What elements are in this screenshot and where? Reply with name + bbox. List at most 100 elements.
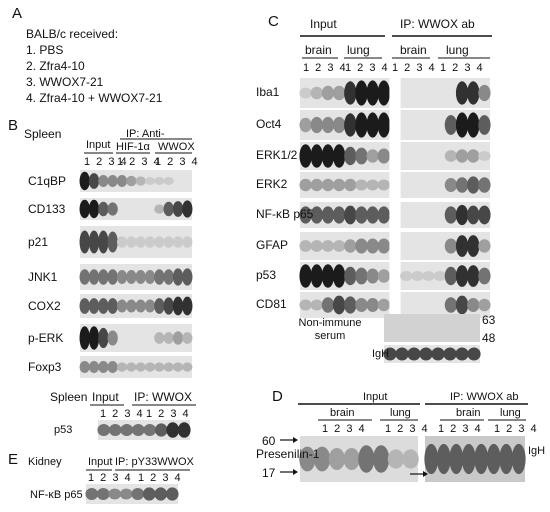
blot-band xyxy=(467,235,480,257)
header: Input xyxy=(86,139,111,151)
blot-band xyxy=(332,264,346,288)
blot-band xyxy=(154,236,165,248)
blot-band xyxy=(455,235,469,257)
row-label: Iba1 xyxy=(256,85,280,99)
row-label: Presenilin-1 xyxy=(256,447,320,461)
blot-band xyxy=(299,264,312,288)
header: IP: WWOX xyxy=(134,390,192,404)
header: IP: Anti- xyxy=(126,128,165,140)
blot-band xyxy=(79,171,90,191)
blot-band xyxy=(355,297,368,313)
blot-band xyxy=(88,230,100,254)
blot-band xyxy=(358,445,375,473)
blot-band xyxy=(299,299,312,311)
blot-band xyxy=(444,177,458,193)
blot-band xyxy=(321,297,335,313)
blot-band xyxy=(444,115,458,135)
blot-band xyxy=(344,266,357,286)
blot-band xyxy=(135,299,146,313)
blot-band xyxy=(344,146,357,166)
blot-band xyxy=(154,177,165,185)
blot-band xyxy=(467,347,481,361)
tissue: lung xyxy=(347,43,370,57)
header: HIF-1α xyxy=(116,141,150,153)
blot-band xyxy=(422,270,435,282)
blot-band xyxy=(355,112,368,138)
blot-band xyxy=(424,443,439,475)
lane-numbers: 1 2 3 4 xyxy=(146,408,191,420)
row-label: p53 xyxy=(54,424,73,436)
panel-letter: A xyxy=(12,5,23,22)
blot-band xyxy=(163,236,174,248)
blot-band xyxy=(172,268,184,286)
blot-band xyxy=(131,488,145,500)
blot-band xyxy=(182,296,193,316)
blot-band xyxy=(88,269,100,285)
row-label: CD133 xyxy=(28,202,66,216)
lane-numbers: 1 2 3 4 xyxy=(88,472,133,484)
row-label: IgH xyxy=(372,348,390,360)
blot-band xyxy=(177,422,191,438)
blot-band xyxy=(126,362,137,372)
blot-band xyxy=(444,266,458,286)
blot-band xyxy=(511,443,526,475)
blot-band xyxy=(377,80,390,106)
blot-band xyxy=(107,175,118,187)
arrow-head xyxy=(293,469,298,475)
tissue: brain xyxy=(456,407,481,419)
blot-band xyxy=(88,199,100,219)
marker: 17 xyxy=(262,466,276,480)
blot-band xyxy=(355,238,368,254)
blot-band xyxy=(455,112,469,138)
lane-numbers: 1 2 3 4 xyxy=(440,62,485,74)
header: Input xyxy=(363,391,388,403)
blot-band xyxy=(474,443,489,475)
row-label: Oct4 xyxy=(256,117,282,131)
blot-band xyxy=(116,236,128,248)
blot-band xyxy=(182,332,193,344)
blot-band xyxy=(154,362,165,372)
blot-band xyxy=(79,361,90,373)
blot-band xyxy=(321,206,335,224)
row-label: NF-κB p65 xyxy=(30,489,83,501)
header: IP: pY33WWOX xyxy=(115,456,194,468)
header: IP: WWOX ab xyxy=(400,17,475,31)
blot-band xyxy=(321,264,335,288)
blot-band xyxy=(344,178,357,192)
blot-band xyxy=(144,177,156,185)
blot-band xyxy=(98,361,109,373)
blot-band xyxy=(321,144,335,168)
blot-band xyxy=(310,178,323,192)
blot-band xyxy=(116,299,128,313)
row-label: COX2 xyxy=(28,299,61,313)
blot-band xyxy=(455,204,469,226)
blot-band xyxy=(166,422,180,438)
blot-band xyxy=(461,443,476,475)
blot-band xyxy=(377,298,390,312)
blot-band xyxy=(163,297,174,315)
blot-band xyxy=(182,268,193,286)
blot-band xyxy=(433,270,446,282)
blot-band xyxy=(332,178,346,192)
row-label: NF-κB p65 xyxy=(256,207,314,221)
blot-band xyxy=(377,179,390,191)
blot-band xyxy=(366,179,379,191)
blot-band xyxy=(478,84,491,102)
blot-band xyxy=(144,236,156,248)
lane-numbers: 1 2 3 4 xyxy=(100,408,145,420)
blot-band xyxy=(120,424,134,436)
blot-band xyxy=(332,116,346,134)
blot-band xyxy=(126,269,137,285)
blot-band xyxy=(88,361,100,373)
marker: 63 xyxy=(482,313,496,327)
blot-band xyxy=(299,206,312,224)
row-label: p21 xyxy=(28,235,49,249)
blot-band xyxy=(299,240,312,252)
header: Input xyxy=(92,390,119,404)
blot-band xyxy=(116,362,128,372)
list-item: 2. Zfra4-10 xyxy=(26,59,85,73)
blot-band xyxy=(478,177,491,193)
blot-band xyxy=(98,269,109,285)
blot-band xyxy=(126,175,137,187)
strip-gap xyxy=(389,172,401,198)
